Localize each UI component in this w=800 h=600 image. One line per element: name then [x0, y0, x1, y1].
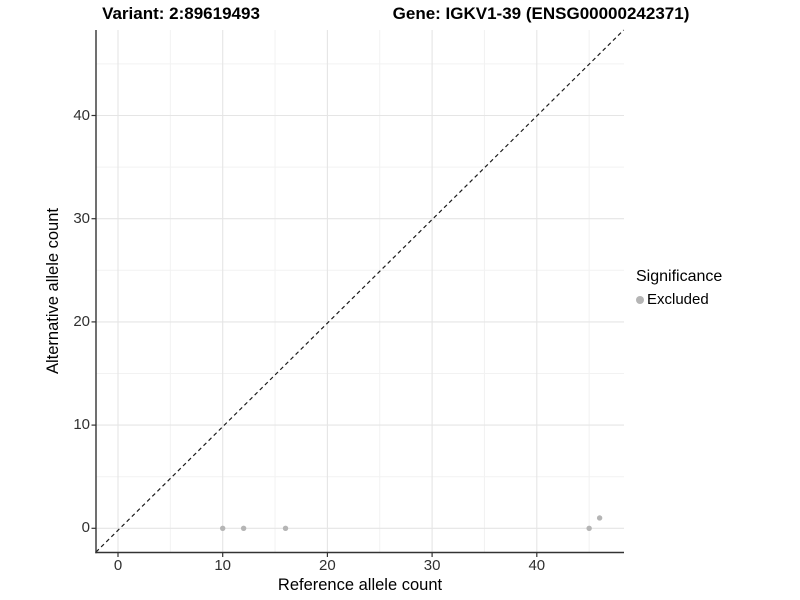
gene-title: Gene: IGKV1-39 (ENSG00000242371): [392, 4, 690, 23]
data-point: [596, 515, 603, 521]
y-tick-label: 20: [73, 312, 90, 330]
data-point: [586, 525, 592, 531]
identity-dashed-line: [95, 29, 625, 553]
y-tick-label: 10: [73, 416, 90, 434]
grid-major-lines: [96, 30, 624, 553]
legend-point-icon: [636, 295, 644, 304]
data-point: [220, 525, 226, 531]
x-tick-label: 20: [319, 557, 336, 574]
y-axis-title: Alternative allele count: [44, 208, 62, 375]
scatter-points: [220, 515, 603, 531]
x-tick-label: 10: [214, 557, 232, 574]
grid-minor-lines: [96, 30, 624, 553]
x-tick-label: 30: [423, 557, 441, 574]
x-tick-label: 40: [528, 557, 546, 574]
y-tick-label: 40: [73, 106, 90, 124]
y-tick-label: 30: [73, 209, 90, 227]
legend-items: Excluded: [636, 291, 800, 308]
variant-title: Variant: 2:89619493: [102, 4, 260, 23]
legend: Significance Excluded: [636, 268, 800, 308]
x-tick-label: 0: [113, 557, 123, 574]
y-tick-label: 0: [81, 519, 90, 537]
x-axis-title: Reference allele count: [277, 576, 443, 594]
legend-item-label: Excluded: [647, 291, 709, 308]
legend-title: Significance: [636, 268, 723, 285]
data-point: [240, 525, 247, 531]
axis-lines-and-ticks: [91, 30, 624, 557]
data-point: [282, 525, 289, 531]
legend-item: Excluded: [636, 291, 800, 308]
